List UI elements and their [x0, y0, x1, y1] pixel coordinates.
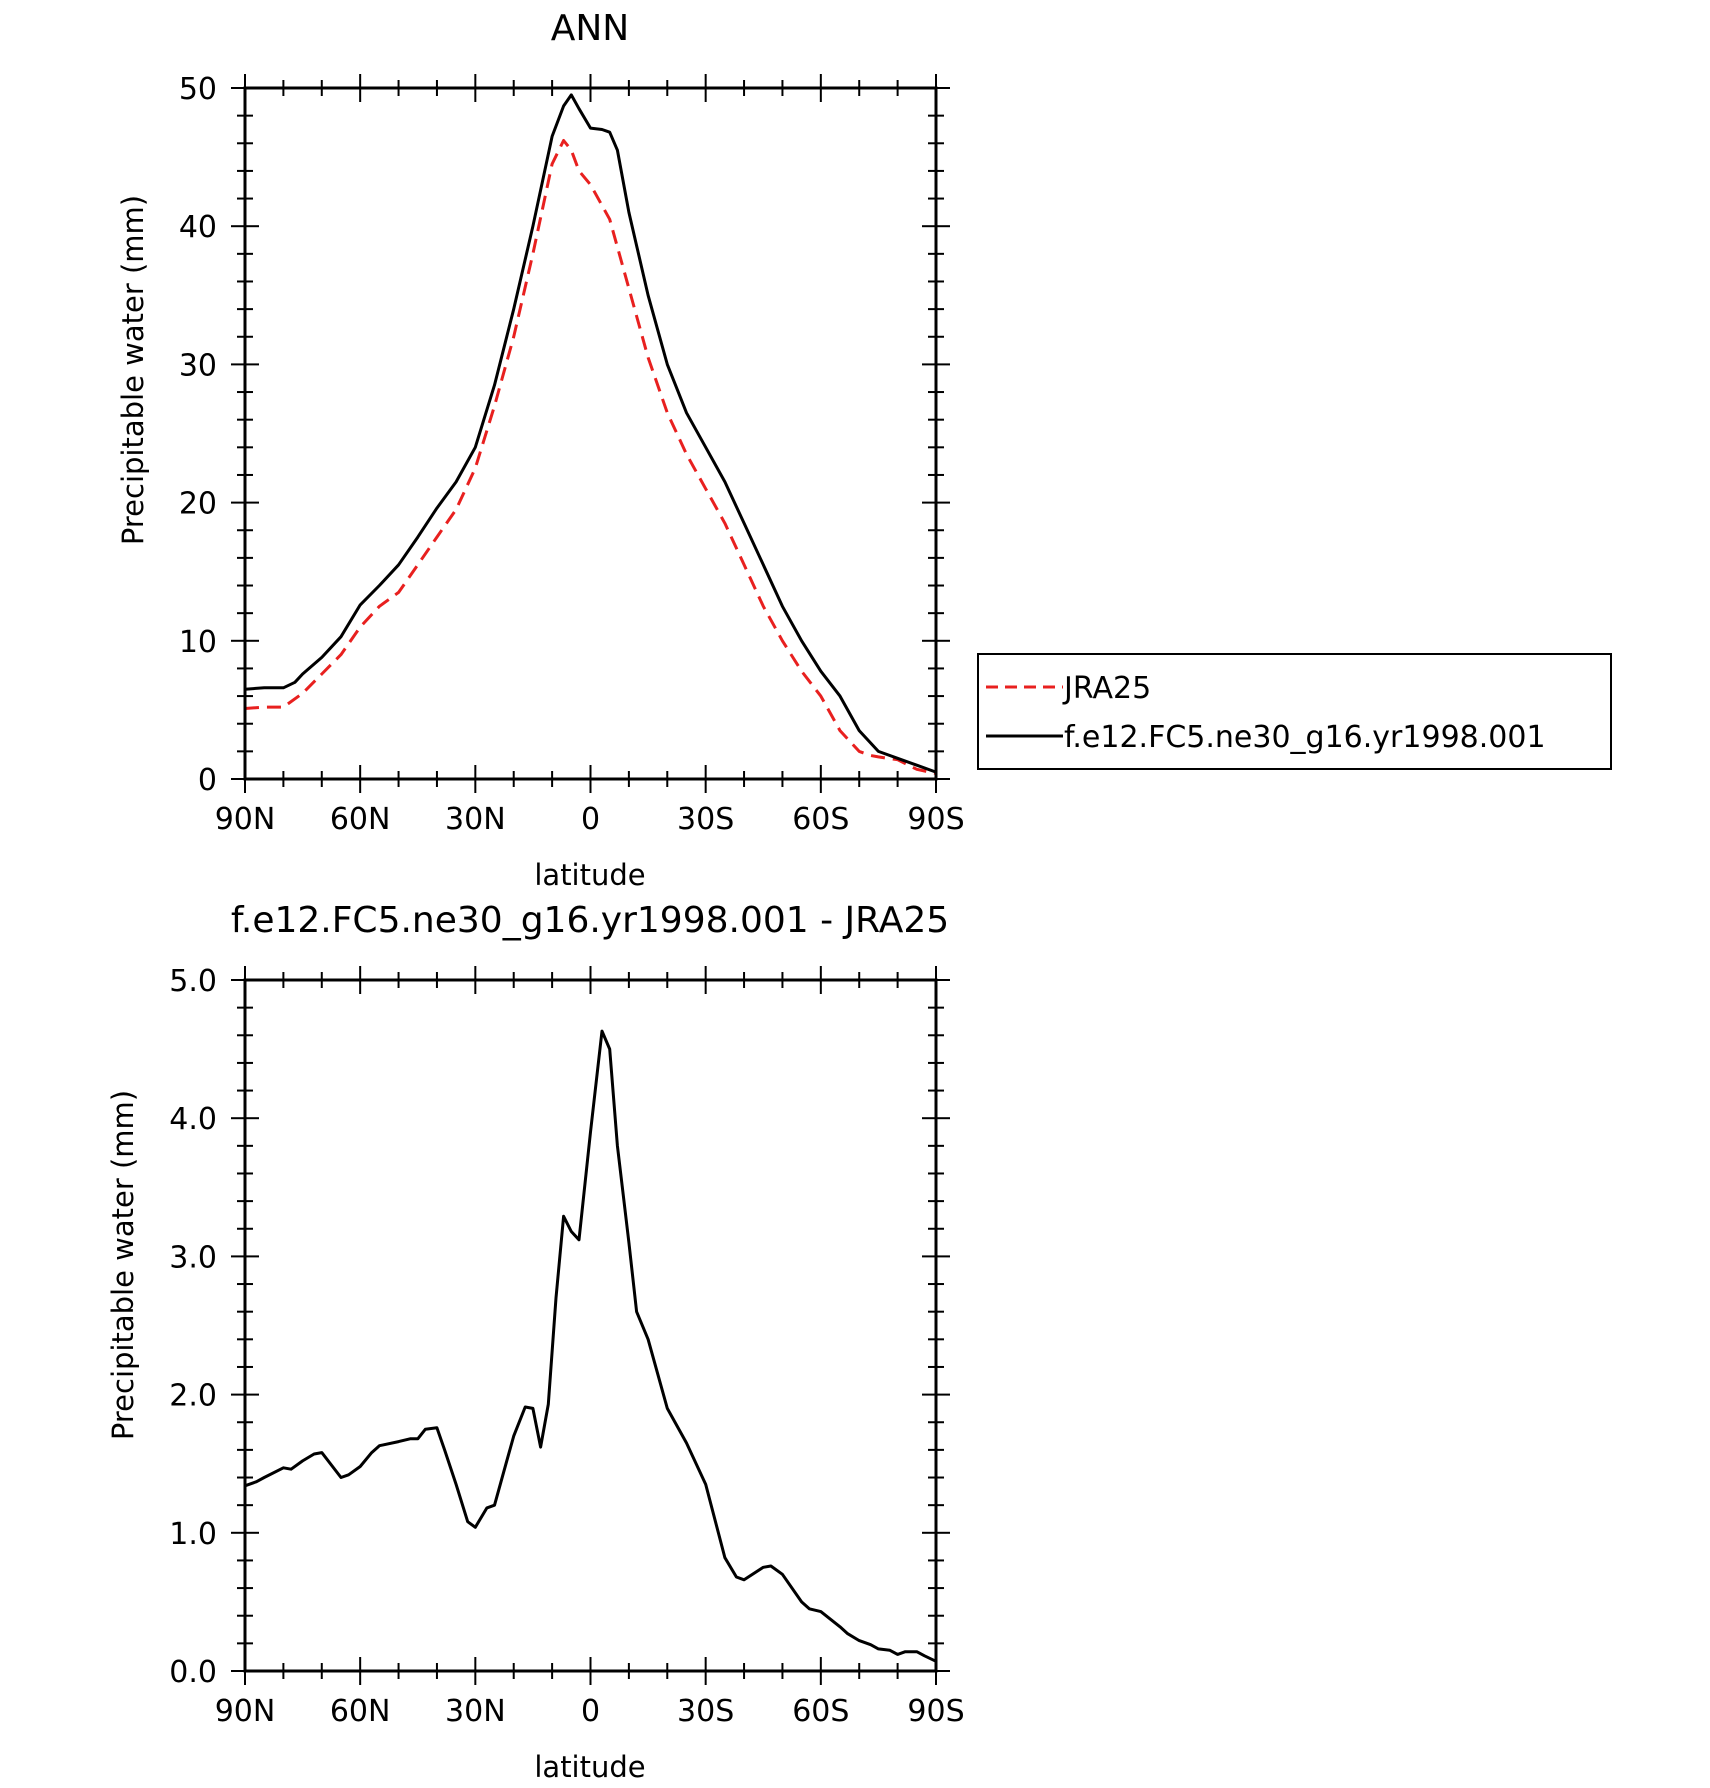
x-tick-label: 0 — [581, 802, 600, 837]
y-tick-label: 4.0 — [169, 1102, 217, 1137]
series-line-model — [244, 93, 937, 774]
y-tick-label: 0.0 — [169, 1655, 217, 1690]
x-tick-label: 60S — [792, 1694, 849, 1729]
x-tick-label: 90N — [215, 1694, 276, 1729]
chart-title-bottom: f.e12.FC5.ne30_g16.yr1998.001 - JRA25 — [231, 900, 949, 941]
x-tick-label: 0 — [581, 1694, 600, 1729]
x-tick-label: 90S — [907, 802, 964, 837]
legend-label-model: f.e12.FC5.ne30_g16.yr1998.001 — [1064, 720, 1546, 755]
y-tick-label: 1.0 — [169, 1517, 217, 1552]
legend: JRA25 f.e12.FC5.ne30_g16.yr1998.001 — [977, 653, 1612, 770]
y-axis-label-top: Precipitable water (mm) — [116, 195, 150, 545]
x-tick-label: 90S — [907, 1694, 964, 1729]
y-tick-label: 0 — [198, 763, 217, 798]
plot-frame-bottom — [243, 978, 938, 1673]
y-tick-label: 5.0 — [169, 964, 217, 999]
top-panel: ANN Precipitable water (mm) latitude 90N… — [116, 8, 965, 892]
y-tick-label: 40 — [179, 210, 217, 245]
y-tick-label: 10 — [179, 625, 217, 660]
series-lines-bottom — [244, 1029, 937, 1663]
x-axis-label-bottom: latitude — [534, 1750, 645, 1783]
x-axis-label-top: latitude — [534, 858, 645, 892]
series-lines-top — [244, 93, 937, 775]
series-line-jra25 — [244, 139, 937, 775]
x-tick-label: 90N — [215, 802, 276, 837]
y-axis-label-bottom: Precipitable water (mm) — [106, 1090, 140, 1440]
y-tick-label: 2.0 — [169, 1379, 217, 1414]
axis-ticks-bottom: 90N 60N 30N 0 30S 60S 90S 0.0 1.0 2.0 3.0 4.0 5.0 — [169, 964, 964, 1729]
plot-frame-top — [243, 86, 938, 781]
x-tick-label: 30N — [445, 1694, 506, 1729]
x-tick-label: 30S — [677, 802, 734, 837]
y-tick-label: 30 — [179, 348, 217, 383]
y-tick-label: 50 — [179, 72, 217, 107]
x-tick-label: 60N — [330, 1694, 391, 1729]
x-tick-label: 60S — [792, 802, 849, 837]
y-tick-label: 20 — [179, 487, 217, 522]
chart-title-top: ANN — [551, 8, 630, 49]
legend-box — [977, 653, 1612, 770]
x-tick-label: 60N — [330, 802, 391, 837]
axis-ticks-top: 90N 60N 30N 0 30S 60S 90S 0 10 20 30 40 50 — [179, 72, 965, 837]
x-tick-label: 30N — [445, 802, 506, 837]
series-line-difference — [244, 1029, 937, 1663]
x-tick-label: 30S — [677, 1694, 734, 1729]
y-tick-label: 3.0 — [169, 1240, 217, 1275]
legend-label-jra25: JRA25 — [1062, 671, 1151, 706]
bottom-panel: f.e12.FC5.ne30_g16.yr1998.001 - JRA25 Pr… — [106, 900, 965, 1784]
